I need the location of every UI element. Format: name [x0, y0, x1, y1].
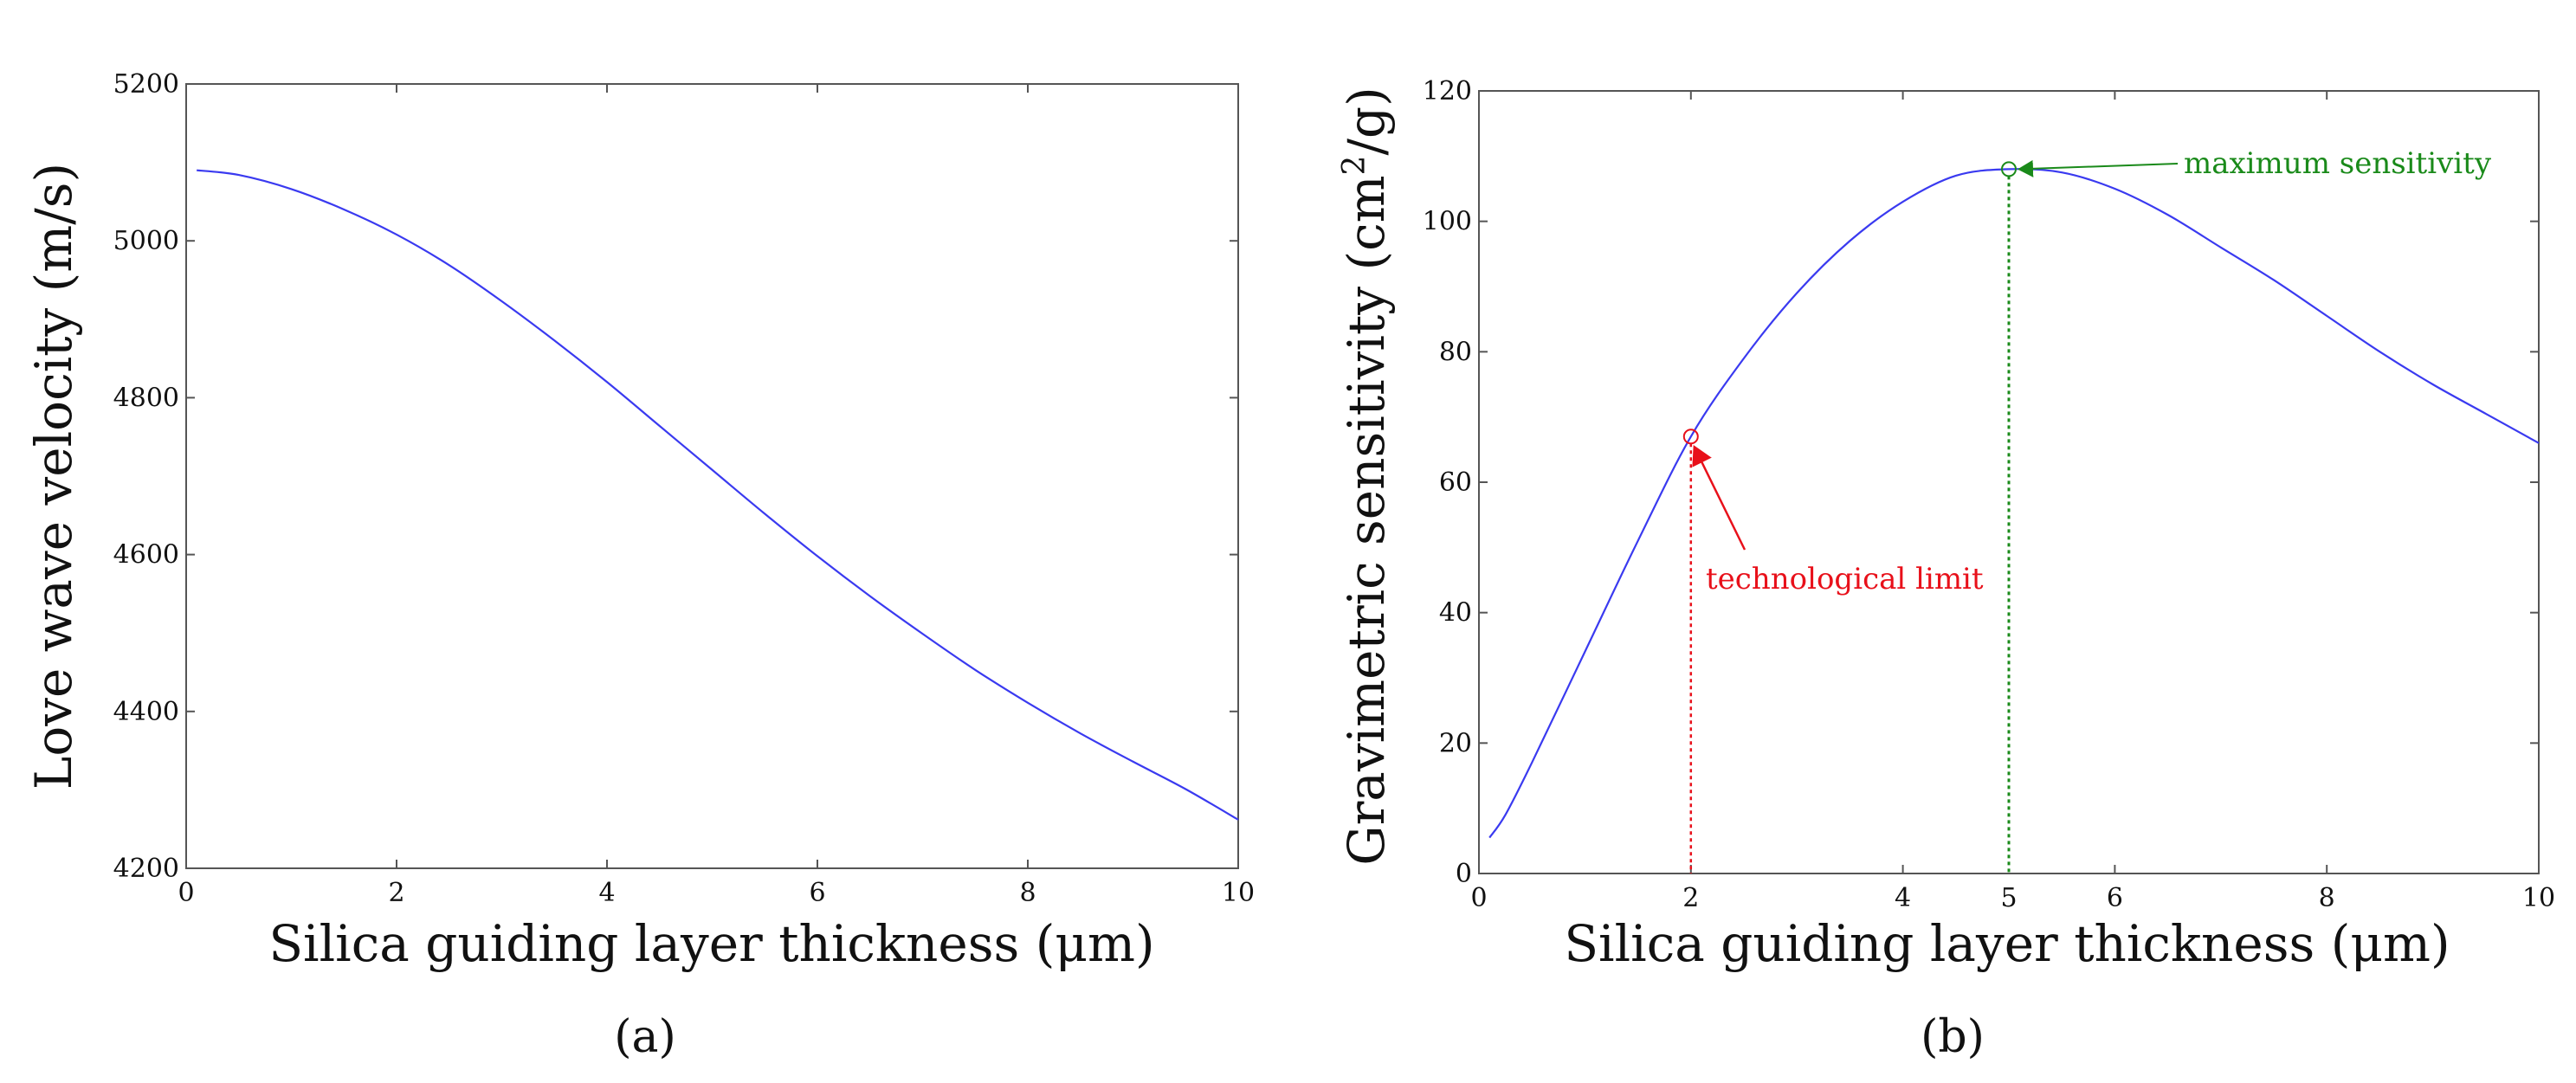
panel-b-y-ticks: 0 20 40 60 80 100 120: [1423, 76, 2539, 889]
technological-limit-tick-label: 2: [1682, 883, 1699, 913]
technological-limit-arrow: [1692, 445, 1746, 551]
x-tick-label: 8: [2319, 883, 2335, 913]
panel-b-x-ticks: 0 4 6 8 10: [1470, 91, 2555, 913]
x-tick-label: 10: [2522, 883, 2555, 913]
y-tick-label: 120: [1423, 76, 1472, 106]
technological-limit-marker: [1682, 429, 1699, 445]
panel-a-x-axis-title: Silica guiding layer thickness (μm): [268, 914, 1154, 973]
x-tick-label: 10: [1222, 878, 1255, 908]
panel-a-caption: (a): [614, 1011, 676, 1063]
y-tick-label: 100: [1423, 207, 1472, 237]
y-tick-label: 40: [1439, 598, 1472, 629]
x-tick-label: 8: [1019, 878, 1036, 908]
maximum-sensitivity-label: maximum sensitivity: [2184, 146, 2492, 181]
y-tick-label: 5000: [113, 226, 179, 256]
y-tick-label: 20: [1439, 728, 1472, 758]
y-title-superscript: 2: [1337, 156, 1372, 176]
maximum-sensitivity-arrow: [2018, 159, 2179, 177]
panel-a-y-ticks: 4200 4400 4600 4800 5000 5200: [113, 69, 1238, 884]
panel-b-sensitivity-line: [1488, 168, 2540, 839]
y-tick-label: 80: [1439, 337, 1472, 367]
panel-b-caption: (b): [1921, 1011, 1985, 1063]
x-tick-label: 0: [178, 878, 194, 908]
panel-a-x-ticks: 0 2 4 6 8 10: [178, 84, 1255, 908]
panel-a: 0 2 4 6 8 10 4200 4400 4600 4800 5000 5200 Silica …: [24, 69, 1255, 1063]
technological-limit-label: technological limit: [1706, 562, 1984, 596]
x-tick-label: 6: [2107, 883, 2123, 913]
panel-b-y-axis-title: Gravimetric sensitivity (cm2/g): [1337, 87, 1396, 866]
x-tick-label: 4: [598, 878, 615, 908]
panel-a-y-axis-title: Love wave velocity (m/s): [24, 163, 83, 790]
panel-a-plot-frame: [185, 83, 1239, 869]
y-tick-label: 0: [1456, 859, 1472, 889]
maximum-sensitivity-marker: [2001, 161, 2017, 177]
y-tick-label: 4600: [113, 540, 179, 571]
y-tick-label: 4200: [113, 854, 179, 884]
maximum-sensitivity-tick-label: 5: [2000, 883, 2017, 913]
x-tick-label: 4: [1895, 883, 1911, 913]
x-tick-label: 2: [388, 878, 404, 908]
y-title-main: Gravimetric sensitivity (cm: [1337, 175, 1396, 865]
y-tick-label: 60: [1439, 467, 1472, 498]
panel-b-x-axis-title: Silica guiding layer thickness (μm): [1564, 914, 2450, 973]
y-title-tail: /g): [1337, 87, 1396, 155]
y-tick-label: 5200: [113, 69, 179, 100]
panel-b: 0 4 6 8 10 0 20 40 60 80 100 120 technological lim…: [1337, 76, 2555, 1063]
y-tick-label: 4800: [113, 383, 179, 413]
x-tick-label: 6: [809, 878, 825, 908]
y-tick-label: 4400: [113, 697, 179, 727]
x-tick-label: 0: [1470, 883, 1487, 913]
panel-a-velocity-line: [197, 169, 1239, 821]
